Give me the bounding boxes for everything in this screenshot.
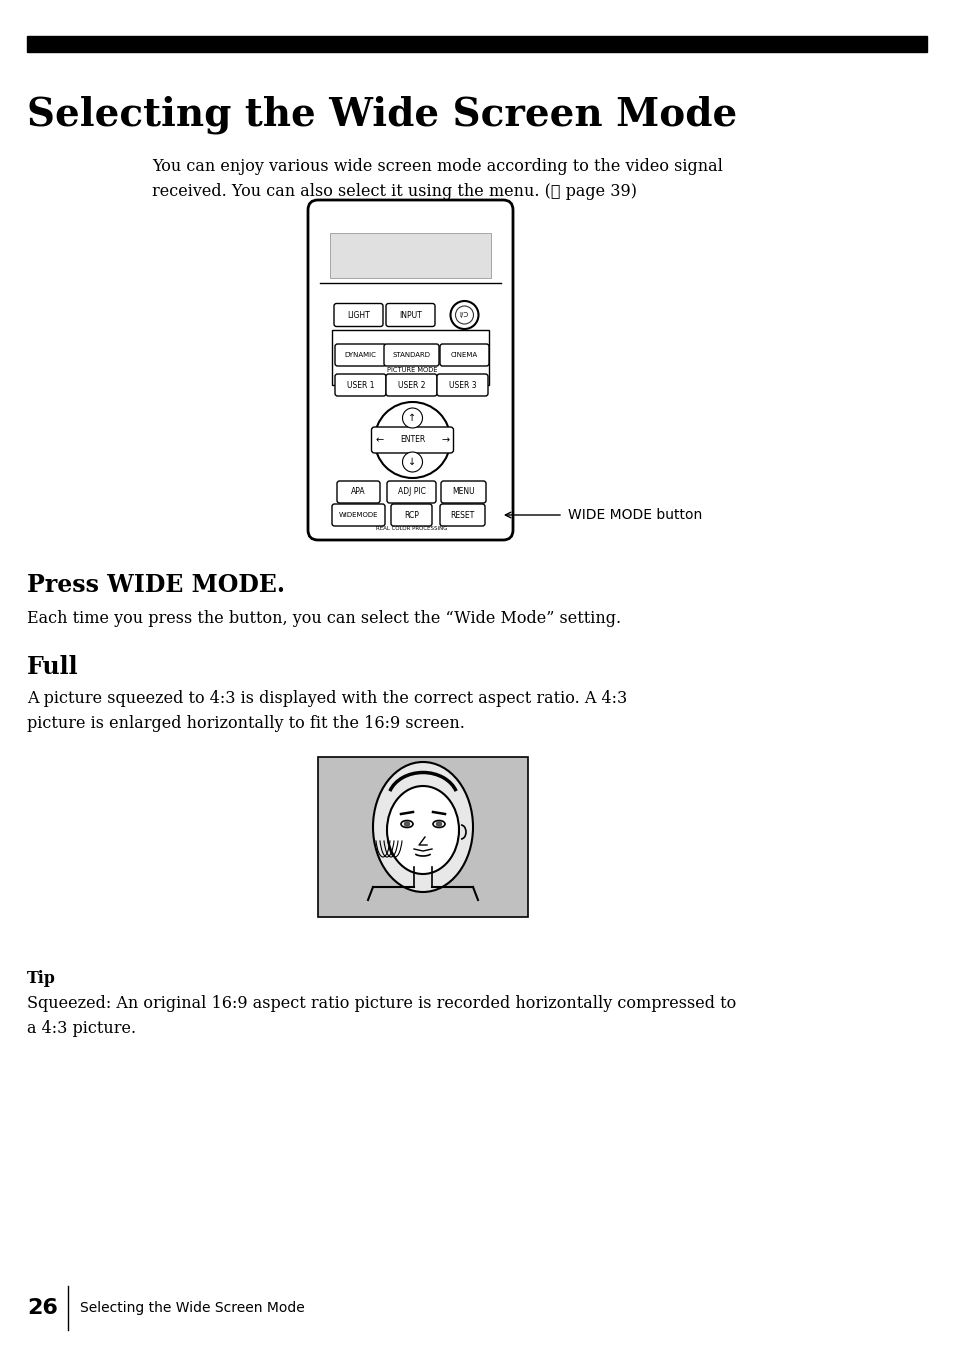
FancyBboxPatch shape — [332, 330, 489, 385]
Text: LIGHT: LIGHT — [347, 311, 370, 319]
FancyBboxPatch shape — [335, 343, 386, 366]
FancyBboxPatch shape — [391, 504, 432, 526]
Text: WIDE MODE button: WIDE MODE button — [567, 508, 701, 522]
Text: USER 3: USER 3 — [448, 380, 476, 389]
Text: CINEMA: CINEMA — [451, 352, 477, 358]
Text: Each time you press the button, you can select the “Wide Mode” setting.: Each time you press the button, you can … — [27, 610, 620, 627]
Bar — [330, 233, 491, 279]
Text: APA: APA — [351, 488, 365, 496]
Text: USER 2: USER 2 — [397, 380, 425, 389]
Text: MENU: MENU — [452, 488, 475, 496]
FancyBboxPatch shape — [386, 375, 436, 396]
Circle shape — [402, 408, 422, 429]
Circle shape — [450, 301, 478, 329]
FancyBboxPatch shape — [387, 481, 436, 503]
FancyBboxPatch shape — [308, 200, 513, 539]
Text: Selecting the Wide Screen Mode: Selecting the Wide Screen Mode — [80, 1301, 304, 1315]
Text: Selecting the Wide Screen Mode: Selecting the Wide Screen Mode — [27, 95, 737, 134]
Text: You can enjoy various wide screen mode according to the video signal
received. Y: You can enjoy various wide screen mode a… — [152, 158, 722, 200]
FancyBboxPatch shape — [440, 481, 485, 503]
Text: ADJ PIC: ADJ PIC — [397, 488, 425, 496]
FancyBboxPatch shape — [334, 303, 382, 326]
Ellipse shape — [373, 763, 473, 892]
Text: Tip: Tip — [27, 969, 56, 987]
Circle shape — [436, 822, 441, 826]
Text: RCP: RCP — [404, 511, 418, 519]
FancyBboxPatch shape — [332, 504, 385, 526]
Text: REAL COLOR PROCESSING: REAL COLOR PROCESSING — [375, 526, 447, 530]
FancyBboxPatch shape — [384, 343, 438, 366]
Text: STANDARD: STANDARD — [392, 352, 430, 358]
Text: RESET: RESET — [450, 511, 475, 519]
Bar — [317, 757, 527, 917]
Ellipse shape — [433, 821, 444, 827]
Text: Full: Full — [27, 654, 78, 679]
Text: PICTURE MODE: PICTURE MODE — [387, 366, 437, 373]
Text: ENTER: ENTER — [399, 435, 425, 445]
Bar — [27, 37, 926, 51]
Circle shape — [455, 306, 473, 324]
Circle shape — [402, 452, 422, 472]
Text: WIDEMODE: WIDEMODE — [338, 512, 377, 518]
Circle shape — [404, 822, 409, 826]
FancyBboxPatch shape — [436, 375, 488, 396]
Text: I/Ɔ: I/Ɔ — [459, 312, 469, 318]
Text: A picture squeezed to 4:3 is displayed with the correct aspect ratio. A 4:3
pict: A picture squeezed to 4:3 is displayed w… — [27, 690, 626, 731]
Text: INPUT: INPUT — [398, 311, 421, 319]
FancyBboxPatch shape — [335, 375, 386, 396]
FancyBboxPatch shape — [439, 343, 489, 366]
Text: USER 1: USER 1 — [346, 380, 374, 389]
Text: ↑: ↑ — [408, 412, 416, 423]
Text: Squeezed: An original 16:9 aspect ratio picture is recorded horizontally compres: Squeezed: An original 16:9 aspect ratio … — [27, 995, 736, 1037]
Text: →: → — [441, 435, 449, 445]
Text: 26: 26 — [27, 1298, 58, 1318]
Ellipse shape — [387, 786, 458, 873]
Text: Press WIDE MODE.: Press WIDE MODE. — [27, 573, 285, 598]
Text: ←: ← — [375, 435, 383, 445]
FancyBboxPatch shape — [336, 481, 379, 503]
Text: ↓: ↓ — [408, 457, 416, 466]
FancyBboxPatch shape — [439, 504, 484, 526]
Circle shape — [375, 402, 450, 479]
FancyBboxPatch shape — [371, 427, 453, 453]
FancyBboxPatch shape — [386, 303, 435, 326]
Text: DYNAMIC: DYNAMIC — [344, 352, 376, 358]
Ellipse shape — [400, 821, 413, 827]
